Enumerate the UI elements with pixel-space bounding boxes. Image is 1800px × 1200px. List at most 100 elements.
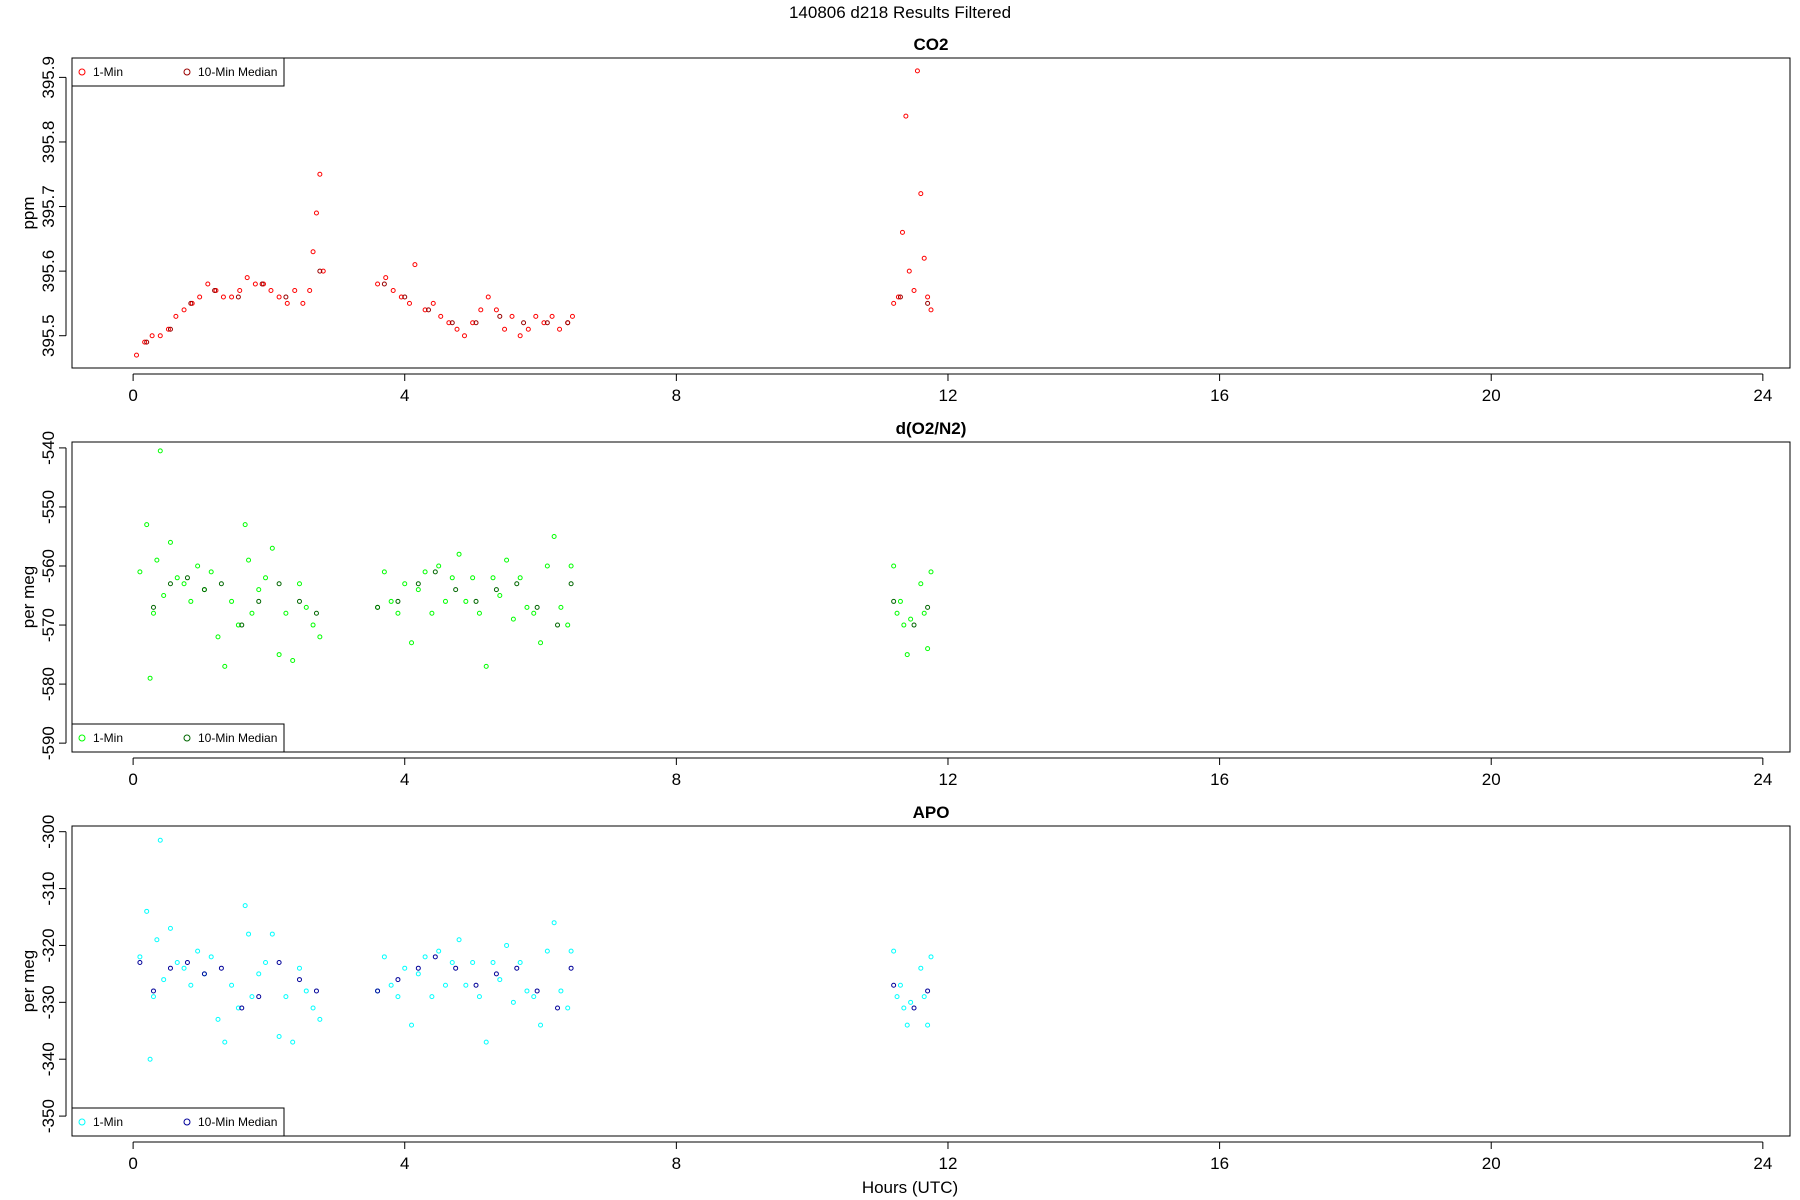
apo-point-1min: [137, 954, 143, 960]
apo-point-1min: [402, 965, 408, 971]
co2-point-1min: [292, 288, 298, 293]
apo-legend-label: 1-Min: [93, 1115, 123, 1129]
o2n2-point-1min: [463, 598, 469, 604]
o2n2-point-1min: [215, 634, 221, 640]
apo-point-1min: [249, 994, 255, 1000]
co2-point-1min: [173, 313, 179, 319]
apo-point-1min: [215, 1016, 221, 1022]
apo-point-1min: [891, 948, 897, 954]
o2n2-point-10min-median: [239, 622, 245, 628]
apo-point-1min: [317, 1016, 323, 1022]
co2-point-10min-median: [167, 326, 173, 332]
co2-point-10min-median: [473, 320, 479, 326]
co2-point-1min: [430, 300, 436, 306]
apo-point-10min-median: [514, 965, 520, 971]
o2n2-point-1min: [901, 622, 907, 628]
apo-point-10min-median: [239, 1005, 245, 1011]
o2n2-point-1min: [531, 610, 537, 616]
co2-point-1min: [320, 268, 326, 274]
o2n2-point-1min: [290, 657, 296, 663]
co2-point-10min-median: [402, 294, 408, 300]
apo-point-1min: [263, 960, 269, 966]
co2-point-1min: [142, 339, 148, 345]
co2-point-1min: [310, 249, 316, 255]
o2n2-legend: 1-Min 10-Min Median: [71, 723, 285, 753]
co2-point-1min: [134, 352, 140, 358]
apo-point-1min: [167, 925, 173, 931]
co2-point-1min: [470, 320, 476, 326]
o2n2-point-10min-median: [534, 604, 540, 610]
co2-y-tick-label: 395.6: [39, 250, 58, 293]
o2n2-point-1min: [137, 569, 143, 575]
apo-point-1min: [276, 1033, 282, 1039]
apo-point-1min: [504, 942, 510, 948]
apo-point-1min: [463, 982, 469, 988]
co2-point-10min-median: [449, 320, 455, 326]
apo-point-1min: [456, 937, 462, 943]
co2-point-1min: [284, 300, 290, 306]
apo-legend-box: [71, 1107, 285, 1137]
apo-title: APO: [913, 803, 950, 822]
apo-point-10min-median: [395, 977, 401, 983]
o2n2-point-10min-median: [167, 581, 173, 587]
apo-point-1min: [409, 1022, 415, 1028]
co2-y-axis-label: ppm: [19, 196, 38, 229]
o2n2-point-1min: [510, 616, 516, 622]
figure-title: 140806 d218 Results Filtered: [789, 3, 1011, 22]
o2n2-x-tick-label: 0: [128, 770, 137, 789]
o2n2-point-1min: [422, 569, 428, 575]
o2n2-point-1min: [908, 616, 914, 622]
co2-point-1min: [383, 275, 389, 281]
apo-point-1min: [568, 948, 574, 954]
o2n2-point-1min: [296, 581, 302, 587]
apo-point-1min: [436, 948, 442, 954]
apo-point-1min: [246, 931, 252, 937]
apo-point-1min: [229, 982, 235, 988]
co2-point-1min: [220, 294, 226, 300]
apo-point-1min: [925, 1022, 931, 1028]
apo-point-1min: [470, 960, 476, 966]
o2n2-point-1min: [388, 598, 394, 604]
o2n2-point-1min: [317, 634, 323, 640]
apo-legend-label: 10-Min Median: [198, 1115, 277, 1129]
co2-point-10min-median: [897, 294, 903, 300]
apo-point-1min: [381, 954, 387, 960]
o2n2-point-1min: [402, 581, 408, 587]
co2-point-1min: [205, 281, 211, 287]
apo-point-1min: [174, 960, 180, 966]
apo-point-1min: [442, 982, 448, 988]
o2n2-point-1min: [497, 593, 503, 599]
o2n2-x-tick-label: 24: [1753, 770, 1772, 789]
o2n2-point-1min: [310, 622, 316, 628]
o2n2-point-10min-median: [184, 575, 190, 581]
co2-point-1min: [197, 294, 203, 300]
apo-point-10min-median: [415, 965, 421, 971]
apo-point-1min: [490, 960, 496, 966]
o2n2-point-1min: [524, 604, 530, 610]
o2n2-point-1min: [263, 575, 269, 581]
co2-point-1min: [533, 313, 539, 319]
apo-point-1min: [157, 837, 163, 843]
o2n2-point-1min: [921, 610, 927, 616]
apo-point-10min-median: [167, 965, 173, 971]
o2n2-point-1min: [208, 569, 214, 575]
apo-point-1min: [483, 1039, 489, 1045]
o2n2-title: d(O2/N2): [896, 419, 967, 438]
o2n2-point-1min: [283, 610, 289, 616]
apo-y-tick-label: -310: [39, 872, 58, 906]
apo-point-10min-median: [296, 977, 302, 983]
o2n2-point-10min-median: [453, 587, 459, 593]
figure-x-axis-label: Hours (UTC): [862, 1178, 958, 1197]
apo-point-10min-median: [375, 988, 381, 994]
co2-point-10min-median: [144, 339, 150, 345]
o2n2-point-1min: [167, 539, 173, 545]
apo-point-10min-median: [432, 954, 438, 960]
co2-point-1min: [276, 294, 282, 300]
co2-point-1min: [252, 281, 258, 287]
co2-point-1min: [165, 326, 171, 332]
co2-point-1min: [461, 333, 467, 339]
apo-point-10min-median: [925, 988, 931, 994]
o2n2-point-1min: [436, 563, 442, 569]
o2n2-point-1min: [891, 563, 897, 569]
o2n2-x-tick-label: 20: [1482, 770, 1501, 789]
